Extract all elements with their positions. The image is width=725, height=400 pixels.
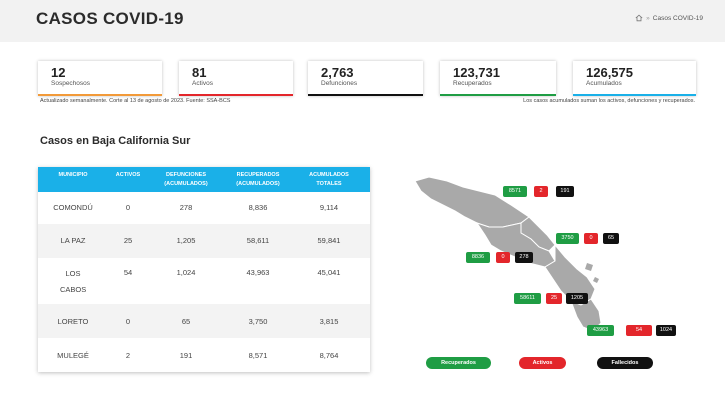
cell-municipio: MULEGÉ: [57, 351, 89, 360]
stat-accent-bar: [573, 94, 696, 96]
cell-activos: 0: [125, 203, 131, 212]
column-header: ACTIVOS: [115, 172, 141, 178]
badge-fallecidos-mulege: 191: [556, 186, 574, 197]
map-region-comondu[interactable]: [475, 222, 556, 268]
badge-activos-mulege: 2: [534, 186, 548, 197]
table-row: COMONDÚ 0 278 8,836 9,114: [38, 192, 370, 224]
stat-value: 126,575: [586, 65, 633, 80]
badge-activos-loreto: 0: [584, 233, 598, 244]
accumulated-note: Los casos acumulados suman los activos, …: [523, 98, 695, 104]
cell-municipio: LOS CABOS: [60, 269, 87, 294]
badge-recuperados-comondu: 8836: [466, 252, 490, 263]
table-row: LORETO 0 65 3,750 3,815: [38, 304, 370, 338]
breadcrumb-separator: »: [646, 14, 650, 22]
update-note: Actualizado semanalmente. Corte al 13 de…: [40, 98, 231, 104]
stat-label: Sospechosos: [51, 80, 91, 87]
cell-recuperados: 58,611: [246, 236, 270, 245]
stat-value: 81: [192, 65, 207, 80]
badge-recuperados-la-paz: 58611: [514, 293, 541, 304]
stat-card-activos: 81 Activos: [179, 61, 293, 96]
cell-defunciones: 191: [179, 351, 193, 360]
badge-activos-comondu: 0: [496, 252, 510, 263]
home-icon[interactable]: [635, 14, 643, 22]
badge-recuperados-loreto: 3750: [556, 233, 579, 244]
map-island: [593, 277, 599, 283]
table-header: MUNICIPIO ACTIVOS DEFUNCIONES (ACUMULADO…: [38, 167, 370, 192]
legend-recuperados: Recuperados: [426, 357, 491, 369]
page-header: CASOS COVID-19 » Casos COVID-19: [0, 0, 725, 42]
page-title: CASOS COVID-19: [36, 9, 184, 28]
column-header: ACUMULADOS TOTALES: [309, 172, 349, 187]
stat-value: 12: [51, 65, 66, 80]
cell-acumulados: 8,764: [319, 351, 339, 360]
cell-recuperados: 3,750: [248, 317, 268, 326]
breadcrumb-current: Casos COVID-19: [652, 14, 703, 22]
cell-municipio: LA PAZ: [60, 236, 86, 245]
baja-california-sur-map: [414, 176, 602, 332]
cell-activos: 0: [125, 317, 131, 326]
stat-card-acumulados: 126,575 Acumulados: [573, 61, 696, 96]
column-header: MUNICIPIO: [58, 172, 88, 178]
map-region-mulege[interactable]: [414, 176, 530, 228]
section-title: Casos en Baja California Sur: [40, 135, 191, 147]
badge-recuperados-mulege: 8571: [503, 186, 527, 197]
stat-value: 123,731: [453, 65, 500, 80]
map-island: [585, 263, 593, 271]
badge-activos-la-paz: 25: [546, 293, 562, 304]
cell-activos: 2: [125, 351, 131, 360]
column-header: RECUPERADOS (ACUMULADOS): [236, 172, 280, 187]
cell-acumulados: 45,041: [317, 268, 341, 277]
stat-accent-bar: [308, 94, 423, 96]
badge-fallecidos-la-paz: 1205: [566, 293, 588, 304]
legend-fallecidos: Fallecidos: [597, 357, 653, 369]
column-header: DEFUNCIONES (ACUMULADOS): [164, 172, 208, 187]
cell-activos: 25: [123, 236, 133, 245]
badge-fallecidos-comondu: 278: [515, 252, 533, 263]
badge-activos-los-cabos: 54: [626, 325, 652, 336]
cell-municipio: LORETO: [57, 317, 89, 326]
cell-municipio: COMONDÚ: [53, 203, 93, 212]
stat-card-defunciones: 2,763 Defunciones: [308, 61, 423, 96]
breadcrumb: » Casos COVID-19: [635, 14, 703, 22]
stat-accent-bar: [440, 94, 556, 96]
cell-activos: 54: [123, 268, 133, 277]
cell-recuperados: 8,836: [248, 203, 268, 212]
cell-recuperados: 43,963: [246, 268, 270, 277]
table-row: LA PAZ 25 1,205 58,611 59,841: [38, 224, 370, 258]
cell-acumulados: 59,841: [317, 236, 341, 245]
cell-acumulados: 9,114: [319, 203, 339, 212]
cell-recuperados: 8,571: [248, 351, 268, 360]
stat-card-sospechosos: 12 Sospechosos: [38, 61, 162, 96]
cell-acumulados: 3,815: [319, 317, 339, 326]
stat-label: Activos: [192, 80, 213, 87]
cell-defunciones: 278: [179, 203, 193, 212]
stat-accent-bar: [38, 94, 162, 96]
stat-label: Acumulados: [586, 80, 622, 87]
table-row: MULEGÉ 2 191 8,571 8,764: [38, 338, 370, 372]
stat-label: Defunciones: [321, 80, 358, 87]
cell-defunciones: 1,024: [176, 268, 196, 277]
cell-defunciones: 1,205: [176, 236, 196, 245]
badge-fallecidos-loreto: 65: [603, 233, 619, 244]
stat-value: 2,763: [321, 65, 354, 80]
badge-recuperados-los-cabos: 43963: [587, 325, 614, 336]
cases-table: MUNICIPIO ACTIVOS DEFUNCIONES (ACUMULADO…: [38, 167, 370, 372]
stat-accent-bar: [179, 94, 293, 96]
table-row: LOS CABOS 54 1,024 43,963 45,041: [38, 258, 370, 304]
badge-fallecidos-los-cabos: 1024: [656, 325, 676, 336]
cell-defunciones: 65: [181, 317, 191, 326]
stats-row: 12 Sospechosos 81 Activos 2,763 Defuncio…: [38, 61, 696, 97]
legend-activos: Activos: [519, 357, 566, 369]
stat-card-recuperados: 123,731 Recuperados: [440, 61, 556, 96]
stat-label: Recuperados: [453, 80, 492, 87]
